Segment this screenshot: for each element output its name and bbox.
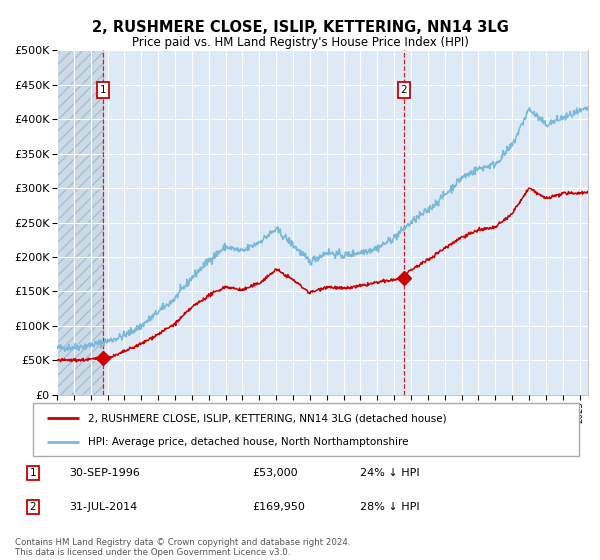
Text: 2, RUSHMERE CLOSE, ISLIP, KETTERING, NN14 3LG: 2, RUSHMERE CLOSE, ISLIP, KETTERING, NN1… [92, 20, 508, 35]
Text: 2: 2 [29, 502, 37, 512]
Text: 30-SEP-1996: 30-SEP-1996 [69, 468, 140, 478]
Text: 31-JUL-2014: 31-JUL-2014 [69, 502, 137, 512]
Bar [57, 50, 103, 395]
Text: 1: 1 [100, 85, 107, 95]
Text: HPI: Average price, detached house, North Northamptonshire: HPI: Average price, detached house, Nort… [88, 437, 408, 447]
Text: 1: 1 [29, 468, 37, 478]
Text: Contains HM Land Registry data © Crown copyright and database right 2024.
This d: Contains HM Land Registry data © Crown c… [15, 538, 350, 557]
Text: Price paid vs. HM Land Registry's House Price Index (HPI): Price paid vs. HM Land Registry's House … [131, 36, 469, 49]
Text: 2, RUSHMERE CLOSE, ISLIP, KETTERING, NN14 3LG (detached house): 2, RUSHMERE CLOSE, ISLIP, KETTERING, NN1… [88, 413, 446, 423]
Text: £53,000: £53,000 [252, 468, 298, 478]
Text: 28% ↓ HPI: 28% ↓ HPI [360, 502, 419, 512]
FancyBboxPatch shape [33, 403, 579, 456]
Text: 2: 2 [401, 85, 407, 95]
Text: £169,950: £169,950 [252, 502, 305, 512]
Text: 24% ↓ HPI: 24% ↓ HPI [360, 468, 419, 478]
